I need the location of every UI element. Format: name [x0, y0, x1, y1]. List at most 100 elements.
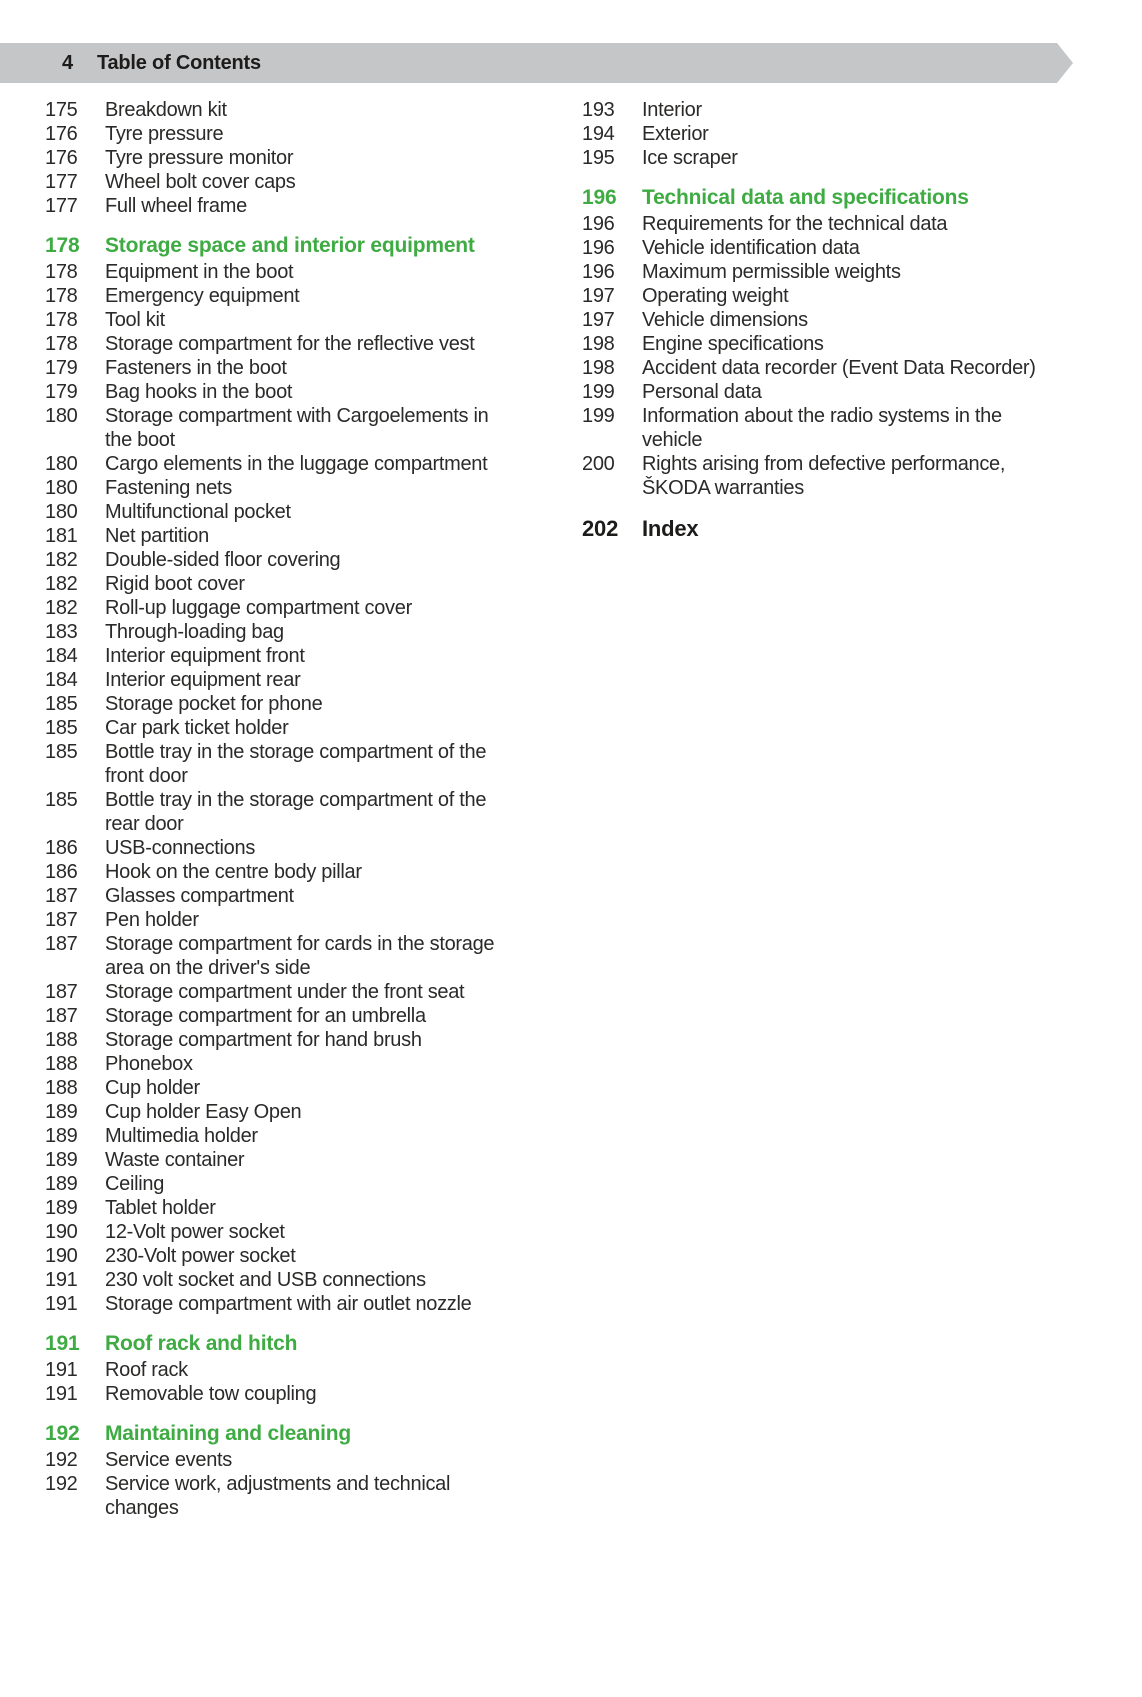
header-page-number: 4 [62, 51, 73, 74]
toc-item-row: 186 USB-connections [45, 836, 582, 860]
toc-entry-label: Net partition [105, 525, 209, 547]
toc-item-row: 185 Bottle tray in the storage compartmen… [45, 740, 582, 788]
toc-page-number: 184 [45, 669, 78, 691]
toc-page-number: 179 [45, 357, 78, 379]
toc-page-number: 196 [582, 186, 617, 209]
toc-page-number: 192 [45, 1422, 80, 1445]
toc-page-number: 195 [582, 147, 615, 169]
toc-item-row: 197 Vehicle dimensions [582, 308, 1097, 332]
toc-page-number: 193 [582, 99, 615, 121]
toc-entry-label: Bag hooks in the boot [105, 381, 293, 403]
toc-page-number: 180 [45, 453, 78, 475]
toc-index-row: 202 Index [582, 516, 1097, 542]
toc-page-number: 187 [45, 909, 78, 931]
toc-item-row: 176 Tyre pressure [45, 122, 582, 146]
toc-item-row: 190 12-Volt power socket [45, 1220, 582, 1244]
toc-entry-label: Information about the radio systems in t… [642, 405, 1002, 451]
toc-entry-label: Pen holder [105, 909, 199, 931]
toc-page-number: 187 [45, 981, 78, 1003]
toc-entry-label: Double-sided floor covering [105, 549, 341, 571]
toc-page-number: 202 [582, 516, 619, 541]
toc-entry-label: Index [642, 516, 699, 541]
header-title: Table of Contents [96, 51, 261, 74]
toc-page-number: 185 [45, 717, 78, 739]
toc-item-row: 189 Ceiling [45, 1172, 582, 1196]
toc-entry-label: Storage compartment with Cargoelements i… [105, 405, 489, 451]
toc-page-number: 197 [582, 285, 615, 307]
toc-item-row: 196 Vehicle identification data [582, 236, 1097, 260]
toc-item-row: 184 Interior equipment rear [45, 668, 582, 692]
toc-entry-label: Service work, adjustments and technical … [105, 1473, 451, 1519]
toc-entry-label: Breakdown kit [105, 99, 227, 121]
toc-entry-label: 230-Volt power socket [105, 1245, 296, 1267]
toc-entry-label: Tyre pressure [105, 123, 224, 145]
toc-item-row: 182 Rigid boot cover [45, 572, 582, 596]
toc-entry-label: Ceiling [105, 1173, 165, 1195]
toc-entry-label: Storage compartment with air outlet nozz… [105, 1293, 472, 1315]
toc-page-number: 179 [45, 381, 78, 403]
toc-item-row: 189 Waste container [45, 1148, 582, 1172]
toc-entry-label: Storage compartment under the front seat [105, 981, 465, 1003]
toc-entry-label: Tyre pressure monitor [105, 147, 294, 169]
toc-entry-label: Storage pocket for phone [105, 693, 323, 715]
toc-item-row: 185 Storage pocket for phone [45, 692, 582, 716]
toc-entry-label: Storage compartment for an umbrella [105, 1005, 426, 1027]
toc-entry-label: Exterior [642, 123, 709, 145]
toc-page-number: 176 [45, 123, 78, 145]
toc-entry-label: Interior [642, 99, 702, 121]
toc-entry-label: 230 volt socket and USB connections [105, 1269, 426, 1291]
toc-item-row: 191 Storage compartment with air outlet n… [45, 1292, 582, 1316]
toc-item-row: 189 Tablet holder [45, 1196, 582, 1220]
toc-entry-label: Multifunctional pocket [105, 501, 291, 523]
toc-page-number: 182 [45, 597, 78, 619]
toc-page-number: 189 [45, 1101, 78, 1123]
toc-page-number: 189 [45, 1197, 78, 1219]
toc-page-number: 198 [582, 333, 615, 355]
toc-page-number: 189 [45, 1173, 78, 1195]
toc-page-number: 178 [45, 333, 78, 355]
toc-item-row: 188 Storage compartment for hand brush [45, 1028, 582, 1052]
toc-item-row: 179 Bag hooks in the boot [45, 380, 582, 404]
toc-entry-label: Tool kit [105, 309, 165, 331]
toc-item-row: 191 Roof rack [45, 1358, 582, 1382]
toc-entry-label: USB-connections [105, 837, 256, 859]
toc-page-number: 188 [45, 1029, 78, 1051]
toc-item-row: 198 Accident data recorder (Event Data Re… [582, 356, 1097, 380]
toc-page-number: 191 [45, 1269, 78, 1291]
toc-entry-label: Hook on the centre body pillar [105, 861, 362, 883]
toc-item-row: 197 Operating weight [582, 284, 1097, 308]
toc-item-row: 180 Fastening nets [45, 476, 582, 500]
toc-item-row: 191 Removable tow coupling [45, 1382, 582, 1406]
toc-item-row: 194 Exterior [582, 122, 1097, 146]
toc-page-number: 190 [45, 1245, 78, 1267]
toc-entry-label: Through-loading bag [105, 621, 284, 643]
toc-item-row: 180 Multifunctional pocket [45, 500, 582, 524]
toc-page-number: 178 [45, 261, 78, 283]
toc-page-number: 182 [45, 549, 78, 571]
toc-entry-label: Multimedia holder [105, 1125, 258, 1147]
toc-entry-label: Interior equipment rear [105, 669, 301, 691]
toc-entry-label: Storage compartment for hand brush [105, 1029, 422, 1051]
toc-page-number: 182 [45, 573, 78, 595]
toc-page-number: 175 [45, 99, 78, 121]
toc-entry-label: Storage compartment for cards in the sto… [105, 933, 495, 979]
toc-page-number: 188 [45, 1077, 78, 1099]
toc-page-number: 199 [582, 405, 615, 427]
toc-item-row: 200 Rights arising from defective perform… [582, 452, 1097, 500]
toc-page-number: 188 [45, 1053, 78, 1075]
toc-page-number: 196 [582, 237, 615, 259]
toc-page-number: 185 [45, 789, 78, 811]
toc-entry-label: Rights arising from defective performanc… [642, 453, 1006, 499]
table-of-contents: 175 Breakdown kit 176 Tyre pressure 176 Tyre … [0, 98, 1142, 1520]
toc-page-number: 200 [582, 453, 615, 475]
toc-page-number: 177 [45, 195, 78, 217]
toc-item-row: 196 Requirements for the technical data [582, 212, 1097, 236]
toc-entry-label: Cup holder [105, 1077, 200, 1099]
toc-page-number: 191 [45, 1293, 78, 1315]
toc-page-number: 187 [45, 1005, 78, 1027]
toc-entry-label: Cup holder Easy Open [105, 1101, 302, 1123]
toc-page-number: 186 [45, 861, 78, 883]
toc-item-row: 183 Through-loading bag [45, 620, 582, 644]
toc-entry-label: Vehicle dimensions [642, 309, 808, 331]
toc-entry-label: Waste container [105, 1149, 245, 1171]
